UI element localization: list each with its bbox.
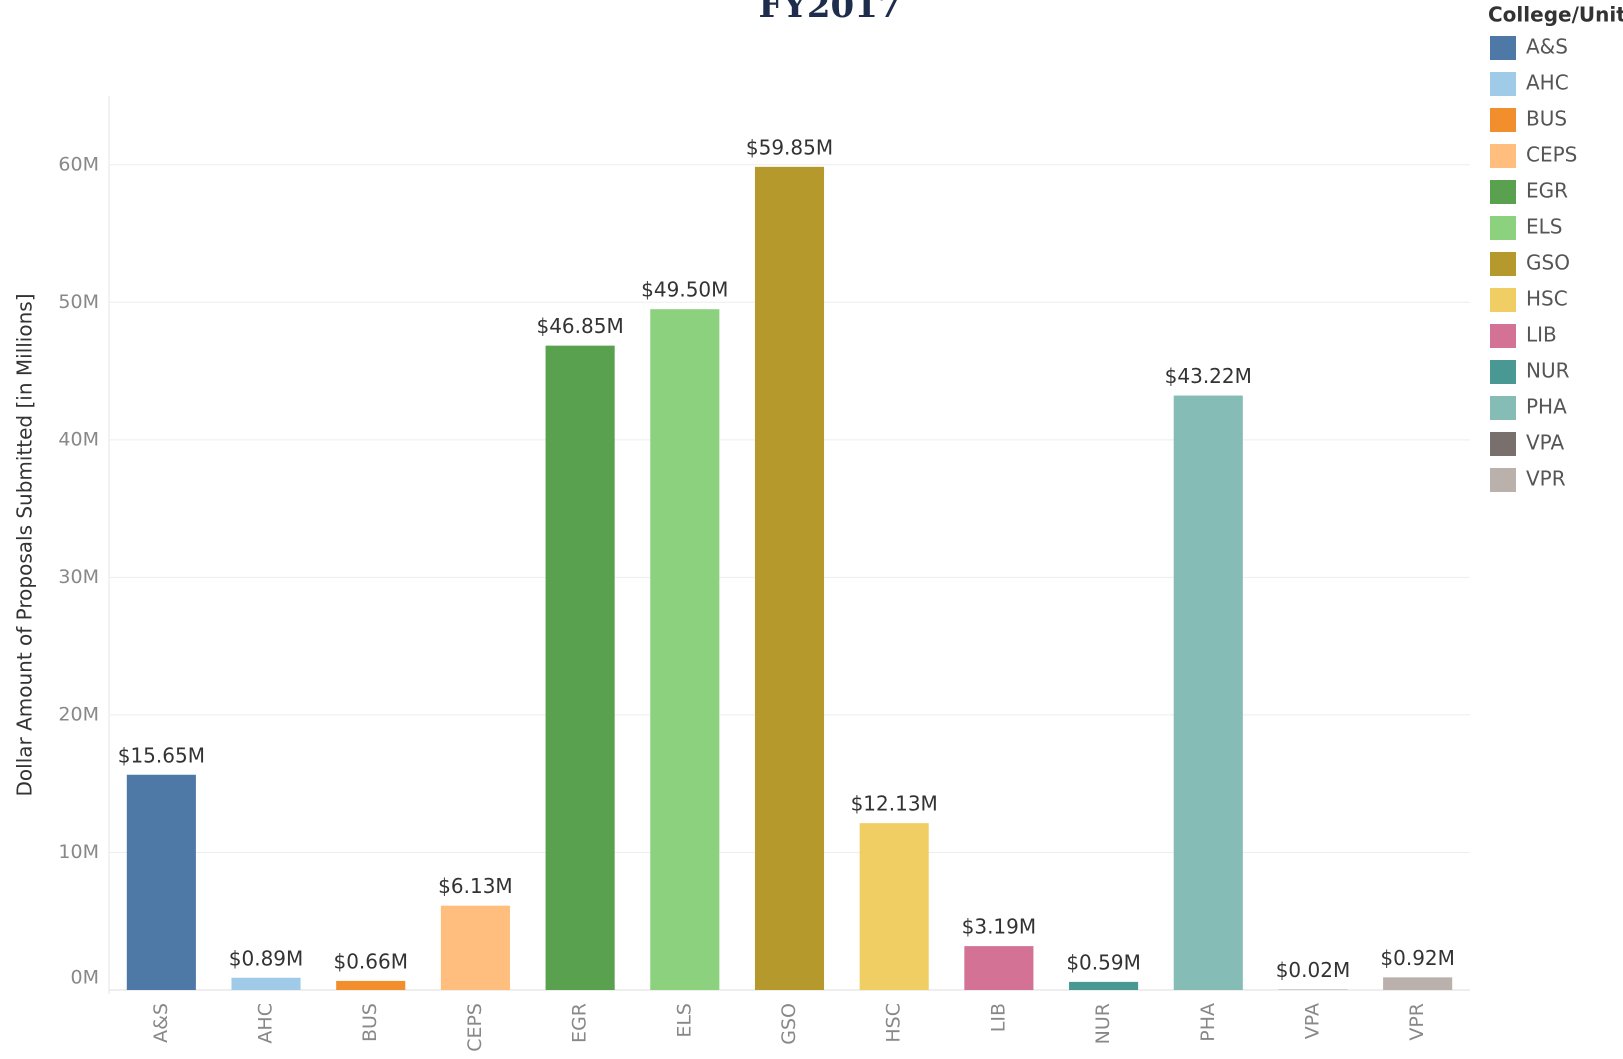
value-label: $0.66M — [333, 949, 408, 973]
y-tick-label: 50M — [58, 291, 99, 313]
legend-swatch — [1490, 396, 1516, 420]
bar — [1069, 981, 1139, 990]
y-axis-label: Dollar Amount of Proposals Submitted [in… — [13, 294, 37, 797]
x-tick-label: BUS — [359, 1003, 381, 1042]
x-tick-label: NUR — [1092, 1003, 1114, 1044]
legend-label: VPA — [1526, 431, 1564, 455]
bar — [1173, 395, 1243, 990]
y-tick-label: 60M — [58, 153, 99, 175]
bar — [650, 309, 720, 991]
bar — [964, 946, 1034, 990]
legend-label: HSC — [1526, 287, 1568, 311]
bar — [126, 774, 196, 990]
y-tick-label: 20M — [58, 703, 99, 725]
legend-label: GSO — [1526, 251, 1570, 275]
value-label: $59.85M — [746, 135, 833, 159]
bar — [545, 345, 615, 990]
legend-label: LIB — [1526, 323, 1557, 347]
legend-title: College/Unit — [1488, 3, 1623, 27]
x-tick-label: ELS — [673, 1003, 695, 1038]
legend-label: AHC — [1526, 71, 1569, 95]
chart-title: FY2017 — [758, 0, 901, 26]
x-tick-label: VPA — [1301, 1003, 1323, 1039]
legend-label: BUS — [1526, 107, 1567, 131]
x-tick-label: GSO — [778, 1003, 800, 1045]
value-label: $12.13M — [851, 792, 938, 816]
bar — [1383, 977, 1453, 990]
y-tick-label: 10M — [58, 841, 99, 863]
value-label: $46.85M — [536, 314, 623, 338]
y-tick-label: 0M — [71, 967, 99, 989]
legend-label: EGR — [1526, 179, 1568, 203]
x-tick-label: LIB — [987, 1003, 1009, 1032]
bar — [336, 980, 406, 990]
bar — [859, 823, 929, 990]
legend-label: ELS — [1526, 215, 1562, 239]
value-label: $43.22M — [1165, 364, 1252, 388]
legend-swatch — [1490, 108, 1516, 132]
value-label: $15.65M — [118, 743, 205, 767]
value-label: $0.59M — [1066, 950, 1141, 974]
value-label: $0.89M — [229, 946, 304, 970]
y-tick-label: 40M — [58, 428, 99, 450]
legend-swatch — [1490, 36, 1516, 60]
x-tick-label: HSC — [883, 1003, 905, 1043]
bar — [440, 905, 510, 990]
bar — [231, 977, 301, 990]
value-label: $49.50M — [641, 278, 728, 302]
legend-swatch — [1490, 288, 1516, 312]
x-tick-label: PHA — [1197, 1003, 1219, 1042]
legend-swatch — [1490, 432, 1516, 456]
value-label: $0.02M — [1276, 958, 1351, 982]
legend-swatch — [1490, 324, 1516, 348]
legend-swatch — [1490, 252, 1516, 276]
x-tick-label: AHC — [255, 1003, 277, 1044]
legend-swatch — [1490, 468, 1516, 492]
legend-swatch — [1490, 72, 1516, 96]
value-label: $0.92M — [1380, 946, 1455, 970]
x-tick-label: A&S — [150, 1003, 172, 1043]
legend-label: VPR — [1526, 467, 1566, 491]
legend-swatch — [1490, 144, 1516, 168]
legend-label: NUR — [1526, 359, 1570, 383]
legend-swatch — [1490, 360, 1516, 384]
x-tick-label: EGR — [569, 1003, 591, 1043]
bar — [754, 166, 825, 991]
x-tick-label: VPR — [1406, 1003, 1428, 1041]
legend-label: PHA — [1526, 395, 1567, 419]
legend-label: A&S — [1526, 35, 1568, 59]
value-label: $3.19M — [962, 915, 1037, 939]
legend-swatch — [1490, 216, 1516, 240]
y-tick-label: 30M — [58, 566, 99, 588]
value-label: $6.13M — [438, 874, 513, 898]
legend-swatch — [1490, 180, 1516, 204]
x-tick-label: CEPS — [464, 1003, 486, 1052]
legend-label: CEPS — [1526, 143, 1577, 167]
